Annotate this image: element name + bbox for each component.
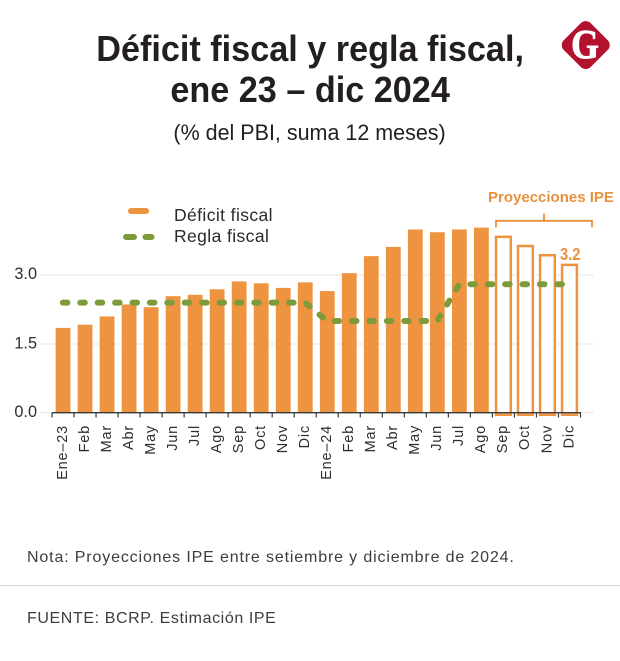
svg-text:Dic: Dic xyxy=(561,425,577,448)
svg-text:Nov: Nov xyxy=(539,425,555,453)
svg-text:Ene–23: Ene–23 xyxy=(55,425,71,480)
svg-text:Jun: Jun xyxy=(429,425,445,451)
svg-text:3.2: 3.2 xyxy=(560,244,581,264)
svg-text:Jul: Jul xyxy=(451,425,467,446)
svg-text:Mar: Mar xyxy=(363,425,379,452)
svg-text:Ago: Ago xyxy=(473,425,489,453)
svg-text:Oct: Oct xyxy=(517,425,533,450)
svg-text:Sep: Sep xyxy=(231,425,247,453)
svg-text:3.0: 3.0 xyxy=(14,265,37,283)
svg-text:Nov: Nov xyxy=(275,425,291,453)
svg-text:Dic: Dic xyxy=(297,425,313,448)
svg-text:Feb: Feb xyxy=(77,425,93,452)
svg-text:Feb: Feb xyxy=(341,425,357,452)
svg-text:Abr: Abr xyxy=(385,425,401,450)
svg-text:Jun: Jun xyxy=(165,425,181,451)
svg-text:May: May xyxy=(407,425,423,455)
svg-text:Abr: Abr xyxy=(121,425,137,450)
svg-text:Jul: Jul xyxy=(187,425,203,446)
svg-text:Oct: Oct xyxy=(253,425,269,450)
svg-text:Mar: Mar xyxy=(99,425,115,452)
svg-text:1.5: 1.5 xyxy=(14,335,37,353)
svg-text:0.0: 0.0 xyxy=(14,403,37,421)
svg-text:Sep: Sep xyxy=(495,425,511,453)
svg-text:Ene–24: Ene–24 xyxy=(319,425,335,480)
svg-text:May: May xyxy=(143,425,159,455)
svg-text:Ago: Ago xyxy=(209,425,225,453)
